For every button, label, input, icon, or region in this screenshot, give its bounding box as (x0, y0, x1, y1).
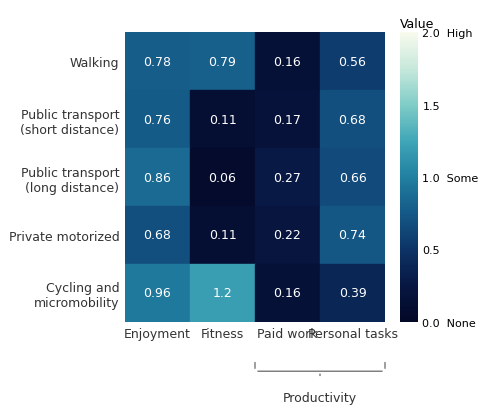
Bar (190, 206, 255, 264)
Text: 0.66: 0.66 (338, 171, 366, 184)
Text: 1.2: 1.2 (212, 287, 233, 300)
Bar (190, 264, 255, 322)
Bar (125, 149, 190, 206)
Text: Value: Value (400, 17, 434, 31)
Bar (320, 206, 385, 264)
Text: 0.11: 0.11 (208, 229, 236, 242)
Text: 0.76: 0.76 (144, 113, 172, 126)
Bar (255, 264, 320, 322)
Text: 0.16: 0.16 (274, 287, 301, 300)
Text: 0.56: 0.56 (338, 55, 366, 69)
Text: 0.11: 0.11 (208, 113, 236, 126)
Text: 0.96: 0.96 (144, 287, 172, 300)
Text: 0.17: 0.17 (274, 113, 301, 126)
Bar (255, 91, 320, 149)
Bar (190, 149, 255, 206)
Bar (255, 206, 320, 264)
Text: 0.79: 0.79 (208, 55, 236, 69)
Text: 0.06: 0.06 (208, 171, 236, 184)
Text: 0.68: 0.68 (144, 229, 172, 242)
Text: 0.27: 0.27 (274, 171, 301, 184)
Text: 0.22: 0.22 (274, 229, 301, 242)
Bar (125, 264, 190, 322)
Bar (320, 91, 385, 149)
Bar (125, 91, 190, 149)
Text: 0.74: 0.74 (338, 229, 366, 242)
Bar (255, 33, 320, 91)
Text: 0.68: 0.68 (338, 113, 366, 126)
Bar (125, 33, 190, 91)
Bar (320, 149, 385, 206)
Bar (320, 33, 385, 91)
Bar (190, 91, 255, 149)
Bar (320, 264, 385, 322)
Text: 0.39: 0.39 (338, 287, 366, 300)
Text: 0.16: 0.16 (274, 55, 301, 69)
Bar (255, 149, 320, 206)
Text: Productivity: Productivity (283, 392, 357, 404)
Bar (190, 33, 255, 91)
Text: 0.78: 0.78 (144, 55, 172, 69)
Text: 0.86: 0.86 (144, 171, 172, 184)
Bar (125, 206, 190, 264)
